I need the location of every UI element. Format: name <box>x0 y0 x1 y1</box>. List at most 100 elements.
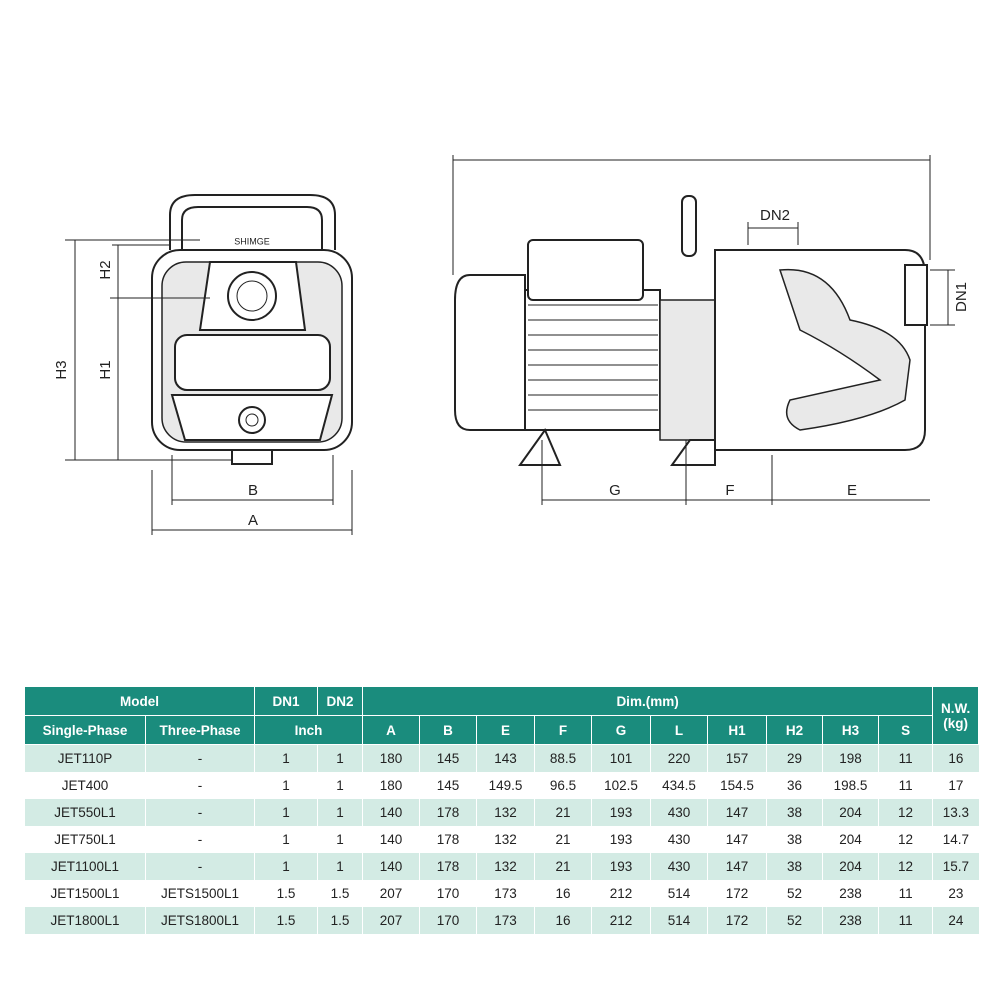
table-cell: JET1800L1 <box>24 907 146 934</box>
table-cell: 132 <box>476 799 535 826</box>
table-cell: 23 <box>932 880 979 907</box>
table-cell: 430 <box>650 853 708 880</box>
table-cell: 132 <box>476 826 535 853</box>
table-cell: 1 <box>317 799 363 826</box>
header-cell: H3 <box>822 715 879 745</box>
table-cell: JET400 <box>24 772 146 799</box>
table-cell: 180 <box>362 772 420 799</box>
table-cell: 16 <box>534 880 592 907</box>
dim-label: DN1 <box>953 282 970 312</box>
table-cell: 172 <box>707 880 767 907</box>
header-cell: H1 <box>707 715 767 745</box>
table-cell: JETS1500L1 <box>145 880 255 907</box>
table-cell: 1.5 <box>317 907 363 934</box>
table-cell: 21 <box>534 826 592 853</box>
dim-label: A <box>248 512 258 529</box>
header-cell: Model <box>24 686 255 716</box>
table-cell: 101 <box>591 744 651 772</box>
table-cell: 21 <box>534 799 592 826</box>
table-cell: 1 <box>254 799 318 826</box>
header-cell: DN1 <box>254 686 318 716</box>
table-cell: 1 <box>254 826 318 853</box>
header-cell: A <box>362 715 420 745</box>
table-row: JET1800L1 JETS1800L1 1.5 1.5 207 170 173 16 212 5… <box>24 907 979 934</box>
table-cell: 193 <box>591 853 651 880</box>
table-row: JET400-1 1 180 145 149.5 96.5 102.5 434.5 154.5 3… <box>24 772 979 799</box>
table-cell: JET1500L1 <box>24 880 146 907</box>
table-cell: 13.3 <box>932 799 979 826</box>
table-row: JET1500L1 JETS1500L1 1.5 1.5 207 170 173 16 212 5… <box>24 880 979 907</box>
table-cell: 204 <box>822 826 879 853</box>
table-cell: 15.7 <box>932 853 979 880</box>
spec-table: Model DN1 DN2 Dim.(mm) N.W. (kg) Single-… <box>24 686 980 934</box>
header-cell: L <box>650 715 708 745</box>
table-cell: 172 <box>707 907 767 934</box>
table-cell: 204 <box>822 853 879 880</box>
table-cell: 180 <box>362 744 420 772</box>
table-cell: 157 <box>707 744 767 772</box>
table-cell: 430 <box>650 799 708 826</box>
table-cell: 1.5 <box>254 880 318 907</box>
table-cell: 12 <box>877 853 933 880</box>
table-cell: 178 <box>419 826 477 853</box>
table-cell: 514 <box>650 880 708 907</box>
table-cell: 154.5 <box>707 772 767 799</box>
table-cell: 220 <box>650 744 708 772</box>
table-row: JET1100L1-1 1 140 178 132 21 193 430 147 38 204 12 1… <box>24 853 979 880</box>
table-cell: 170 <box>419 880 477 907</box>
table-cell: 11 <box>877 772 933 799</box>
table-cell: 1.5 <box>254 907 318 934</box>
dim-label: F <box>725 482 734 499</box>
header-cell: Single-Phase <box>24 715 146 745</box>
table-cell: 173 <box>476 907 535 934</box>
header-cell: N.W. (kg) <box>932 686 980 745</box>
table-cell: 147 <box>707 799 767 826</box>
table-cell: 1 <box>317 744 363 772</box>
table-cell: JETS1800L1 <box>145 907 255 934</box>
table-cell: 143 <box>476 744 535 772</box>
table-cell: 173 <box>476 880 535 907</box>
table-cell: JET1100L1 <box>24 853 146 880</box>
dim-label: DN2 <box>760 207 790 224</box>
table-cell: 29 <box>766 744 823 772</box>
table-cell: 140 <box>362 853 420 880</box>
table-cell: 36 <box>766 772 823 799</box>
table-cell: - <box>145 853 255 880</box>
table-cell: 17 <box>932 772 979 799</box>
table-cell: 12 <box>877 799 933 826</box>
header-cell: Inch <box>254 715 363 745</box>
table-cell: 178 <box>419 853 477 880</box>
table-cell: 430 <box>650 826 708 853</box>
table-cell: 16 <box>932 744 979 772</box>
table-cell: JET550L1 <box>24 799 146 826</box>
table-cell: 140 <box>362 826 420 853</box>
pump-drawing: SHIMGE H3 H1 H2 B A DN2 DN1 G F E <box>53 155 970 535</box>
table-cell: 178 <box>419 799 477 826</box>
table-cell: 88.5 <box>534 744 592 772</box>
table-cell: 145 <box>419 772 477 799</box>
table-cell: 21 <box>534 853 592 880</box>
table-cell: 238 <box>822 880 879 907</box>
table-cell: 52 <box>766 880 823 907</box>
table-cell: 11 <box>877 880 933 907</box>
table-cell: - <box>145 826 255 853</box>
header-cell: B <box>419 715 477 745</box>
table-cell: JET110P <box>24 744 146 772</box>
table-cell: 102.5 <box>591 772 651 799</box>
header-cell: E <box>476 715 535 745</box>
table-cell: 12 <box>877 826 933 853</box>
table-cell: 38 <box>766 826 823 853</box>
table-row: JET550L1-1 1 140 178 132 21 193 430 147 38 204 12 13… <box>24 799 979 826</box>
dim-label: B <box>248 482 258 499</box>
table-cell: 1.5 <box>317 880 363 907</box>
table-cell: 514 <box>650 907 708 934</box>
header-cell: DN2 <box>317 686 363 716</box>
table-cell: 207 <box>362 907 420 934</box>
table-cell: 24 <box>932 907 979 934</box>
table-cell: 198.5 <box>822 772 879 799</box>
table-cell: 11 <box>877 907 933 934</box>
table-cell: 1 <box>317 772 363 799</box>
table-cell: - <box>145 772 255 799</box>
table-cell: 96.5 <box>534 772 592 799</box>
